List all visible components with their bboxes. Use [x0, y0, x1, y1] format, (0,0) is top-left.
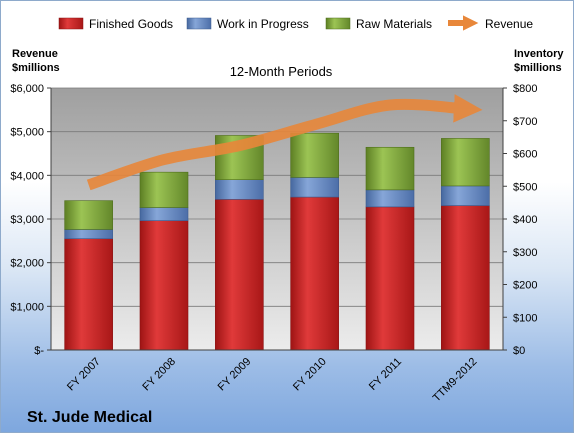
- bar-raw-materials-ttm9-2012: [441, 138, 490, 187]
- y-right-tick-label: $100: [513, 312, 537, 324]
- legend-label-finished-goods: Finished Goods: [89, 17, 173, 31]
- y-right-tick-label: $300: [513, 247, 537, 259]
- y-right-title-line2: $millions: [514, 62, 562, 74]
- bar-finished-goods-fy-2009: [215, 199, 264, 351]
- y-right-tick-label: $800: [513, 83, 537, 95]
- x-tick-label-ttm9-2012: TTM9-2012: [431, 356, 480, 405]
- bar-work-in-progress-fy-2010: [290, 177, 339, 198]
- company-name: St. Jude Medical: [27, 409, 152, 426]
- y-right-tick-labels: $0 $100 $200 $300 $400 $500 $600 $700 $800: [503, 83, 537, 357]
- y-right-tick-label: $600: [513, 149, 537, 161]
- bar-raw-materials-fy-2008: [139, 171, 189, 208]
- legend-item-work-in-progress: Work in Progress: [186, 17, 309, 31]
- bar-work-in-progress-fy-2011: [365, 189, 415, 208]
- bar-raw-materials-fy-2011: [365, 146, 415, 191]
- y-left-tick-label: $3,000: [10, 214, 44, 226]
- x-tick-label-fy-2007: FY 2007: [65, 356, 103, 394]
- legend-item-revenue: Revenue: [448, 15, 533, 31]
- bar-work-in-progress-fy-2008: [139, 207, 189, 221]
- x-tick-label-fy-2010: FY 2010: [291, 356, 329, 394]
- x-tick-label-fy-2009: FY 2009: [216, 356, 254, 394]
- revenue-line: [86, 94, 483, 191]
- bar-work-in-progress-fy-2007: [64, 229, 113, 239]
- legend-label-revenue: Revenue: [485, 17, 533, 31]
- x-tick-label-fy-2008: FY 2008: [140, 356, 178, 394]
- y-right-tick-label: $0: [513, 345, 525, 357]
- y-left-tick-labels: $- $1,000 $2,000 $3,000 $4,000 $5,000 $6,000: [10, 83, 51, 357]
- bar-finished-goods-fy-2011: [365, 206, 415, 351]
- y-left-title-line1: Revenue: [12, 48, 58, 60]
- bar-finished-goods-fy-2008: [139, 220, 189, 351]
- bar-raw-materials-fy-2010: [290, 132, 339, 178]
- x-tick-label-fy-2011: FY 2011: [367, 356, 404, 393]
- y-left-tick-label: $2,000: [10, 258, 44, 270]
- bar-finished-goods-fy-2007: [64, 238, 113, 351]
- bar-finished-goods-ttm9-2012: [441, 205, 490, 351]
- legend: Finished Goods Work in Progress Raw Mate…: [58, 15, 533, 31]
- y-right-title-line1: Inventory: [514, 48, 564, 60]
- legend-swatch-finished-goods: [58, 17, 84, 30]
- legend-label-raw-materials: Raw Materials: [356, 17, 432, 31]
- y-left-tick-label: $1,000: [10, 301, 44, 313]
- bars: [64, 132, 490, 351]
- bar-finished-goods-fy-2010: [290, 196, 339, 351]
- y-left-tick-label: $6,000: [10, 83, 44, 95]
- legend-item-raw-materials: Raw Materials: [325, 17, 432, 31]
- bar-raw-materials-fy-2007: [64, 200, 113, 230]
- y-right-tick-label: $500: [513, 181, 537, 193]
- y-left-title-line2: $millions: [12, 62, 60, 74]
- x-tick-labels: FY 2007 FY 2008 FY 2009 FY 2010 FY 2011 TTM9-…: [65, 356, 479, 405]
- y-left-tick-label: $-: [34, 345, 44, 357]
- legend-swatch-work-in-progress: [186, 17, 212, 30]
- y-right-tick-label: $200: [513, 280, 537, 292]
- legend-swatch-raw-materials: [325, 17, 351, 30]
- y-right-tick-label: $400: [513, 214, 537, 226]
- bar-work-in-progress-fy-2009: [215, 179, 264, 200]
- revenue-line-group: [86, 94, 483, 191]
- chart-subtitle: 12-Month Periods: [230, 64, 333, 79]
- y-right-tick-label: $700: [513, 116, 537, 128]
- legend-item-finished-goods: Finished Goods: [58, 17, 173, 31]
- y-left-tick-label: $4,000: [10, 170, 44, 182]
- y-left-tick-label: $5,000: [10, 127, 44, 139]
- legend-label-work-in-progress: Work in Progress: [217, 17, 309, 31]
- bar-work-in-progress-ttm9-2012: [441, 185, 490, 206]
